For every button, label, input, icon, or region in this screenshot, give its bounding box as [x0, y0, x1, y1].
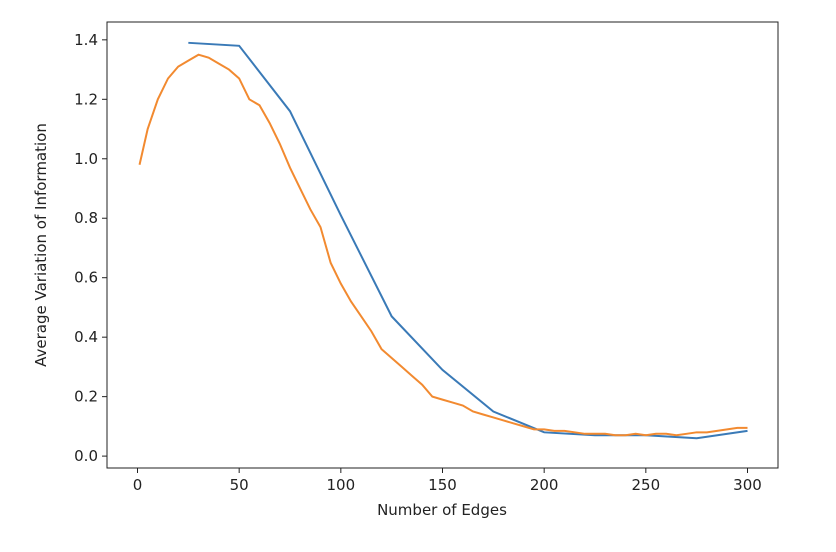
y-tick-label: 1.4: [74, 31, 98, 49]
series-line: [188, 41, 748, 440]
x-axis-label: Number of Edges: [377, 501, 507, 519]
plot-frame: [106, 21, 779, 469]
y-tick-label: 0.8: [74, 209, 98, 227]
y-tick-label: 1.0: [74, 150, 98, 168]
y-tick-label: 1.2: [74, 90, 98, 108]
x-tick-label: 150: [428, 476, 457, 494]
series-line: [138, 53, 748, 437]
y-axis-label: Average Variation of Information: [32, 123, 50, 367]
x-tick-label: 50: [230, 476, 249, 494]
y-tick-label: 0.0: [74, 447, 98, 465]
y-tick-label: 0.4: [74, 328, 98, 346]
x-tick-label: 300: [733, 476, 762, 494]
x-tick-label: 0: [133, 476, 143, 494]
y-tick-label: 0.6: [74, 269, 98, 287]
x-tick-label: 200: [530, 476, 559, 494]
x-tick-label: 250: [632, 476, 661, 494]
x-tick-label: 100: [327, 476, 356, 494]
y-tick-label: 0.2: [74, 388, 98, 406]
